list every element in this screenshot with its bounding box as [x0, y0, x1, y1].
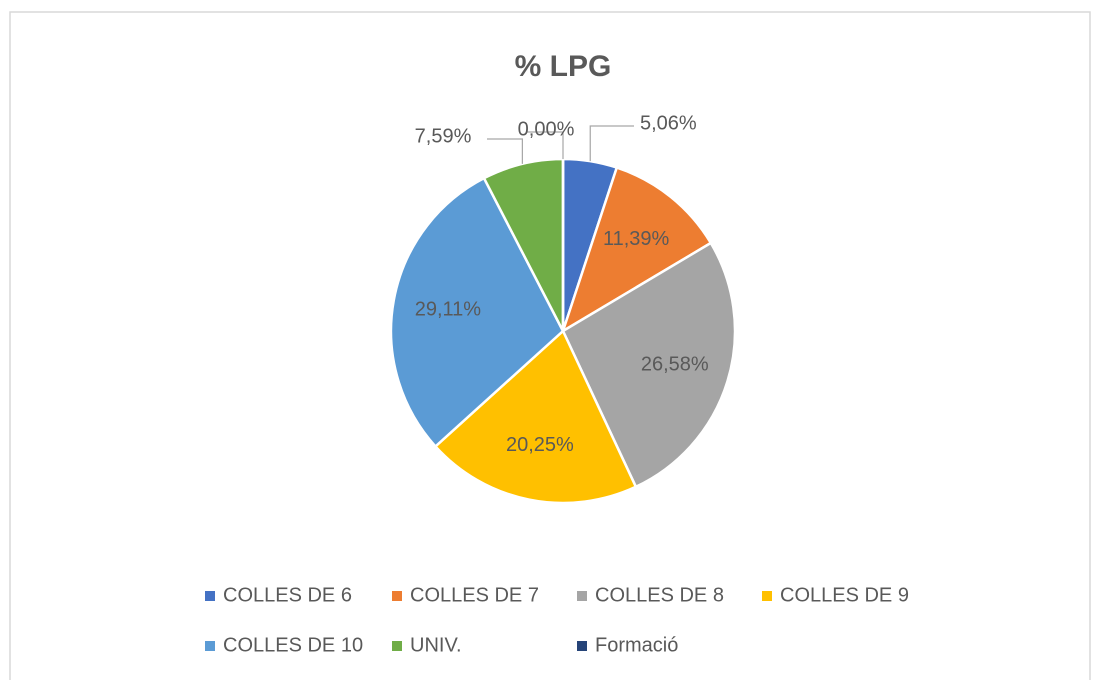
legend-swatch	[392, 591, 402, 601]
legend-label: Formació	[595, 634, 678, 656]
legend-label: COLLES DE 10	[223, 634, 363, 656]
legend-label: UNIV.	[410, 634, 462, 656]
data-label: 7,59%	[415, 125, 472, 147]
data-label: 5,06%	[640, 112, 697, 134]
data-label: 29,11%	[415, 298, 482, 320]
leader-line	[589, 125, 634, 162]
legend-swatch	[762, 591, 772, 601]
pie-slice	[561, 241, 737, 489]
data-label: 20,25%	[506, 434, 574, 456]
leader-line	[487, 138, 523, 164]
legend-swatch	[205, 591, 215, 601]
data-label: 26,58%	[641, 354, 709, 376]
legend-swatch	[205, 641, 215, 651]
pie-slice	[560, 166, 713, 334]
pie-slice	[389, 176, 565, 449]
legend-swatch	[577, 591, 587, 601]
chart-title: % LPG	[515, 50, 612, 83]
legend-label: COLLES DE 9	[780, 584, 909, 606]
leader-line	[526, 131, 564, 159]
pie-slice	[433, 328, 638, 505]
data-label: 0,00%	[518, 118, 575, 140]
legend-label: COLLES DE 7	[410, 584, 539, 606]
legend-label: COLLES DE 8	[595, 584, 724, 606]
legend-label: COLLES DE 6	[223, 584, 352, 606]
legend-swatch	[392, 641, 402, 651]
data-label: 11,39%	[603, 228, 670, 250]
legend-swatch	[577, 641, 587, 651]
